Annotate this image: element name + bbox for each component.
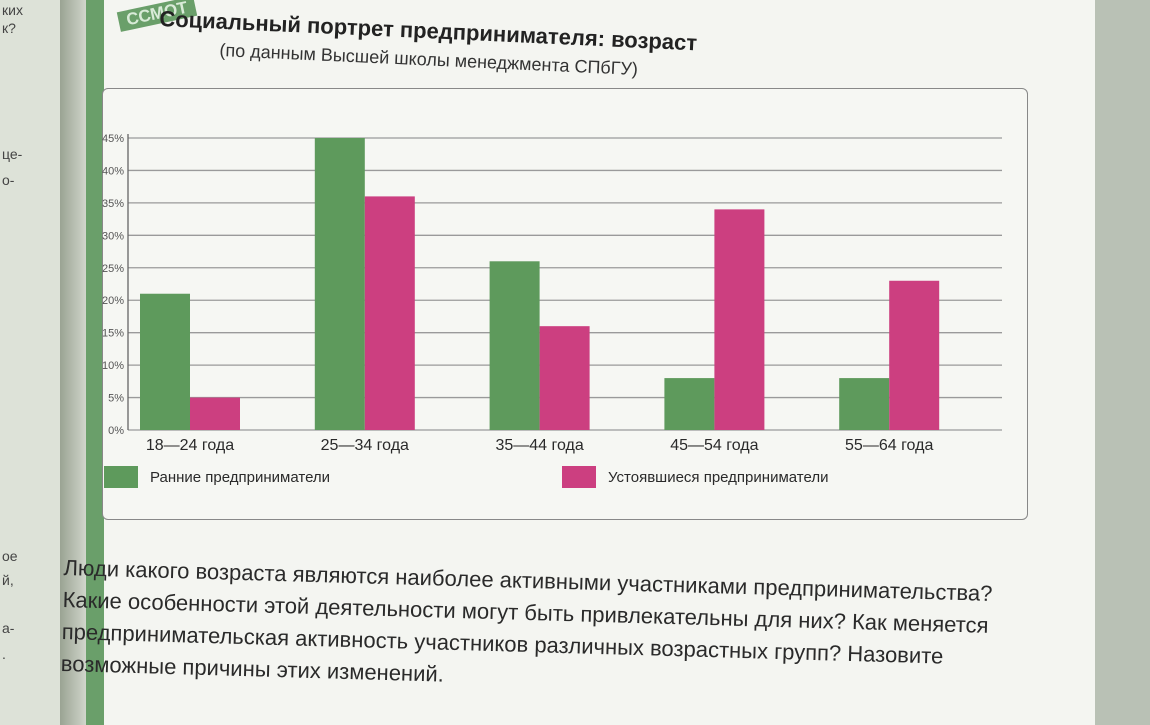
y-tick-label: 0% bbox=[108, 425, 124, 437]
y-tick-label: 30% bbox=[102, 230, 124, 242]
bar-established bbox=[889, 280, 940, 430]
left-snippet: ких bbox=[2, 2, 23, 18]
y-tick-label: 10% bbox=[102, 360, 124, 372]
left-snippet: о- bbox=[2, 172, 15, 188]
y-tick-label: 45% bbox=[102, 133, 124, 145]
chart-panel bbox=[102, 88, 1028, 520]
x-tick-label: 25—34 года bbox=[321, 437, 409, 454]
bar-early bbox=[664, 378, 715, 430]
y-tick-label: 35% bbox=[102, 198, 124, 210]
x-tick-label: 45—54 года bbox=[670, 437, 758, 454]
page-edge bbox=[1095, 0, 1150, 725]
y-tick-label: 5% bbox=[108, 393, 124, 405]
left-snippet: це- bbox=[2, 146, 23, 162]
left-snippet: а- bbox=[2, 620, 15, 636]
left-snippet: к? bbox=[2, 20, 16, 36]
x-tick-label: 35—44 года bbox=[495, 437, 583, 454]
y-tick-label: 15% bbox=[102, 328, 124, 340]
legend-swatch-established bbox=[562, 466, 596, 488]
bar-established bbox=[364, 196, 415, 430]
y-tick-label: 20% bbox=[102, 295, 124, 307]
left-snippet: . bbox=[2, 646, 6, 662]
y-tick-label: 25% bbox=[102, 263, 124, 275]
bar-early bbox=[140, 293, 190, 430]
legend-label-established: Устоявшиеся предприниматели bbox=[608, 469, 828, 486]
bar-established bbox=[190, 397, 240, 430]
y-tick-label: 40% bbox=[102, 165, 124, 177]
bar-early bbox=[314, 138, 365, 430]
bar-early bbox=[839, 378, 890, 430]
x-tick-label: 18—24 года bbox=[146, 437, 234, 454]
bar-established bbox=[714, 209, 765, 430]
question-text: Люди какого возраста являются наиболее а… bbox=[60, 554, 993, 687]
left-snippet: й, bbox=[2, 572, 14, 588]
bar-established bbox=[539, 326, 590, 430]
legend-swatch-early bbox=[104, 466, 138, 488]
bar-early bbox=[489, 261, 540, 430]
x-tick-label: 55—64 года bbox=[845, 437, 933, 454]
left-snippet: ое bbox=[2, 548, 18, 564]
legend-label-early: Ранние предприниматели bbox=[150, 469, 330, 486]
